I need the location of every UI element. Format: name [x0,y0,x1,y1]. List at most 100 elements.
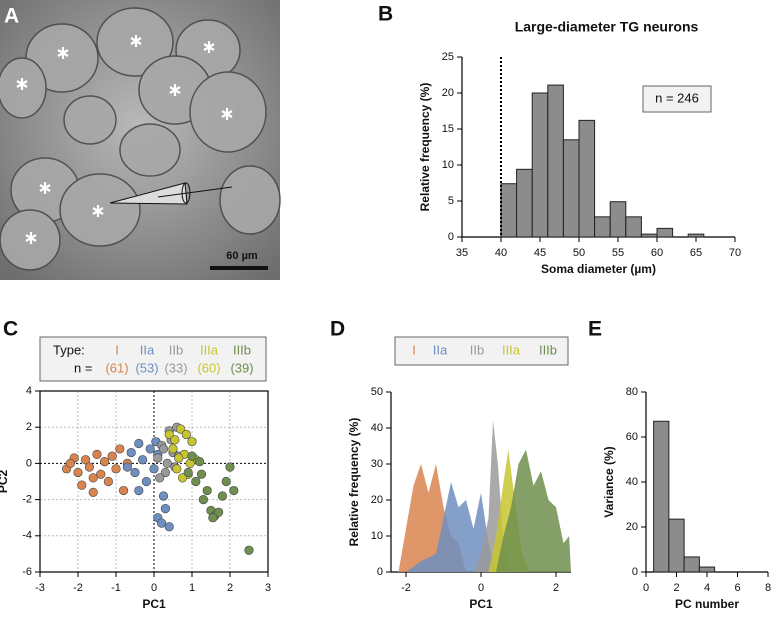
legend-entry: IIb [169,342,183,357]
bar [500,183,518,238]
legend-entry: IIIb [233,342,251,357]
point [73,467,83,478]
y-tick-label: 2 [26,421,32,433]
y-tick-label: 10 [442,159,454,171]
point [172,464,182,474]
point [168,444,178,454]
bar [683,556,700,573]
x-tick-label: 60 [651,247,663,259]
legend-count: (60) [197,360,220,375]
x-tick-label: 45 [534,247,546,259]
y-tick-label: 80 [626,386,638,398]
point [77,480,87,490]
y-tick-label: 20 [371,494,383,506]
bar [625,216,642,238]
point [202,485,212,496]
x-tick-label: -1 [111,582,121,594]
legend-count: (39) [230,360,253,375]
x-tick-label: 6 [734,582,740,594]
point [187,437,197,447]
point [107,451,117,461]
y-tick-label: 50 [371,386,383,398]
bar [516,168,533,238]
panel-label: B [378,3,393,26]
point [80,455,91,465]
x-axis-title: PC1 [142,597,166,611]
point [214,507,224,517]
point [134,485,144,496]
y-axis-title: Variance (%) [602,446,616,517]
bar [562,139,580,238]
point [99,456,110,467]
point [138,455,148,465]
scale-bar-label: 60 µm [226,250,258,262]
point [118,485,129,496]
point [158,444,169,454]
point [65,458,75,469]
x-tick-label: 55 [612,247,624,259]
legend-box [39,336,267,382]
panel-label: D [330,318,345,341]
chart-title: Large-diameter TG neurons [515,19,699,35]
legend-entry: IIa [140,342,155,357]
x-tick-label: -2 [73,582,83,594]
point [176,424,186,434]
y-tick-label: 0 [377,566,383,578]
y-tick-label: 15 [442,123,454,135]
micrograph: 60 µm A [0,0,281,280]
point [134,438,144,449]
bar [640,233,658,238]
annotation: n = 246 [655,90,699,105]
x-tick-label: 35 [456,247,468,259]
point [177,473,188,483]
y-tick-label: 40 [371,422,383,434]
point [126,447,136,458]
y-tick-label: 20 [442,87,454,99]
point [122,462,132,472]
x-tick-label: 2 [227,582,233,594]
area [496,449,571,572]
x-tick-label: 40 [495,247,507,259]
bar [578,119,596,238]
point [217,491,227,501]
legend-count: (61) [105,360,128,375]
legend-count: (53) [135,360,158,375]
point [162,458,172,469]
legend-count-title: n = [74,360,92,375]
point [115,444,125,454]
legend-entry: IIb [470,342,484,357]
bar [687,233,705,238]
legend-entry: IIa [433,342,448,357]
panel-label: A [4,5,19,28]
point [130,467,140,478]
y-tick-label: -4 [22,530,32,542]
x-tick-label: 0 [478,582,484,594]
annotation-box [642,85,712,113]
y-tick-label: 0 [448,231,454,243]
legend-count: (33) [164,360,187,375]
point [225,462,235,472]
bar [698,566,716,573]
bar [609,201,627,238]
y-tick-label: -2 [22,494,32,506]
x-tick-label: 2 [553,582,559,594]
point [174,453,184,463]
point [170,435,180,445]
x-tick-label: -3 [35,582,45,594]
x-tick-label: -2 [401,582,411,594]
legend-title: Type: [53,342,85,357]
point [164,429,174,440]
x-tick-label: 0 [151,582,157,594]
point [183,467,193,478]
legend-entry: I [412,342,416,357]
point [103,476,113,487]
x-tick-label: 50 [573,247,585,259]
point [145,444,155,454]
x-tick-label: 0 [643,582,649,594]
point [92,449,102,459]
x-axis-title: PC1 [469,597,493,611]
x-tick-label: 4 [704,582,710,594]
point [160,467,170,478]
y-tick-label: 40 [626,476,638,488]
point [84,462,94,472]
